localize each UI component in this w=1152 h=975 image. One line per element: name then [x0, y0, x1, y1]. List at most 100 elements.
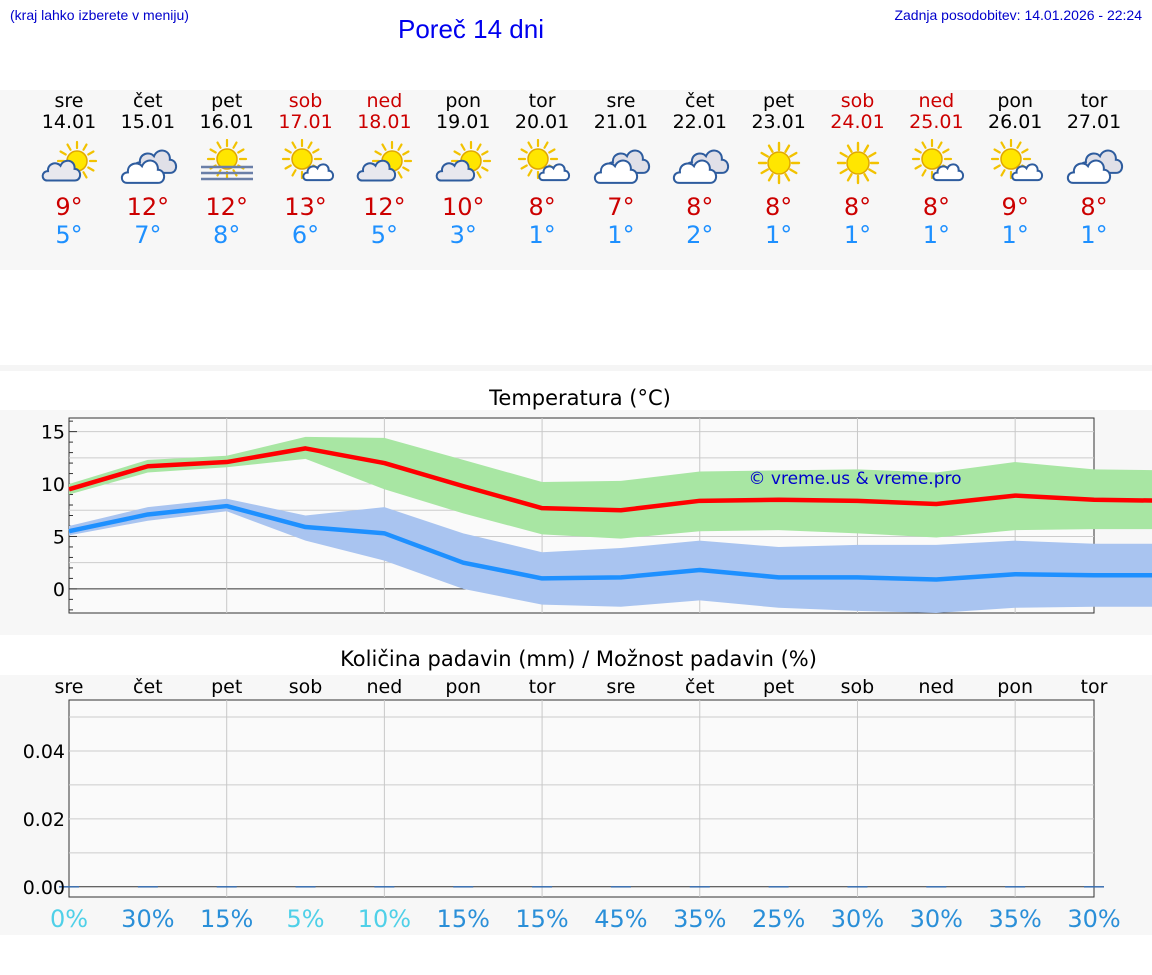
- forecast-max-temp: 10°: [441, 193, 485, 221]
- precip-bar: [532, 886, 553, 888]
- y-tick-label: 0.02: [23, 809, 65, 831]
- forecast-min-temp: 1°: [528, 221, 556, 249]
- forecast-date: 17.01: [278, 111, 333, 133]
- forecast-weekday: pon: [445, 90, 482, 112]
- forecast-max-temp: 12°: [363, 193, 406, 221]
- forecast-max-temp: 9°: [55, 193, 83, 221]
- forecast-min-temp: 1°: [922, 221, 950, 249]
- min-temp-line: [68, 503, 1152, 582]
- forecast-min-temp: 6°: [291, 221, 320, 249]
- forecast-date: 16.01: [199, 111, 254, 133]
- forecast-date: 15.01: [120, 111, 176, 133]
- forecast-min-temp: 1°: [607, 221, 635, 249]
- precip-bar: [689, 886, 710, 888]
- cloudy-icon: [120, 149, 177, 184]
- precip-bar: [926, 886, 947, 888]
- forecast-date: 25.01: [909, 111, 964, 133]
- forecast-day: pon 26.01 9° 1°: [975, 90, 1055, 249]
- forecast-date: 22.01: [672, 111, 727, 133]
- precip-bar: [610, 886, 631, 888]
- x-tick-label: pet: [211, 676, 242, 698]
- forecast-weekday: sre: [606, 90, 636, 112]
- forecast-date: 26.01: [987, 111, 1043, 133]
- partly-cloudy-icon: [41, 140, 98, 182]
- temperature-chart-title: Temperatura (°C): [489, 386, 671, 410]
- precip-probability-label: 10%: [358, 905, 411, 933]
- forecast-day: sob 24.01 8° 1°: [818, 90, 898, 249]
- max-temp-range-band: [69, 436, 1152, 539]
- min-temp-range-band: [69, 498, 1152, 613]
- y-tick-label: 15: [41, 422, 65, 444]
- forecast-max-temp: 8°: [765, 193, 793, 221]
- x-tick-label: čet: [685, 676, 715, 698]
- forecast-weekday: pon: [997, 90, 1034, 112]
- precip-probability-label: 15%: [437, 905, 490, 933]
- forecast-max-temp: 12°: [205, 193, 248, 221]
- precip-bar: [295, 886, 316, 888]
- forecast-date: 24.01: [830, 111, 885, 133]
- x-tick-label: sre: [606, 676, 635, 698]
- forecast-max-temp: 8°: [922, 193, 950, 221]
- x-tick-label: tor: [1081, 676, 1108, 698]
- forecast-weekday: tor: [528, 90, 556, 112]
- location-hint: (kraj lahko izberete v meniju): [10, 7, 189, 23]
- precip-probability-label: 5%: [286, 905, 324, 933]
- forecast-weekday: pet: [763, 90, 795, 112]
- precip-bar: [137, 886, 158, 888]
- mostly-sunny-icon: [991, 139, 1044, 182]
- forecast-weekday: čet: [685, 90, 715, 112]
- forecast-panel: sre 14.01 9° 5° čet 15.01 12° 7° pet 16.01 12° 8° so…: [0, 90, 1152, 270]
- precip-bar: [374, 886, 395, 888]
- forecast-min-temp: 1°: [1001, 221, 1029, 249]
- precip-bar: [1084, 886, 1104, 888]
- forecast-date: 21.01: [593, 111, 649, 133]
- page-title: Poreč 14 dni: [398, 14, 544, 44]
- forecast-max-temp: 8°: [686, 193, 714, 221]
- y-tick-label: 0.00: [23, 877, 65, 899]
- forecast-weekday: ned: [918, 90, 955, 112]
- precip-probability-label: 15%: [200, 905, 253, 933]
- x-tick-label: tor: [529, 676, 556, 698]
- precipitation-chart: 0.00 0.02 0.04 sre čet pet sob ned pon tor sre čet p…: [23, 676, 1121, 933]
- watermark: © vreme.us & vreme.pro: [748, 469, 961, 489]
- cloudy-icon: [672, 149, 729, 184]
- mostly-sunny-icon: [912, 139, 965, 182]
- precip-bar: [1005, 886, 1026, 888]
- precip-bar: [216, 886, 237, 888]
- cloudy-icon: [1066, 149, 1124, 184]
- x-tick-label: čet: [133, 676, 163, 698]
- x-tick-label: pon: [997, 676, 1033, 698]
- forecast-date: 14.01: [41, 111, 97, 133]
- precip-probability-label: 35%: [988, 905, 1041, 933]
- forecast-weekday: tor: [1080, 90, 1108, 112]
- forecast-min-temp: 2°: [686, 221, 714, 249]
- forecast-date: 27.01: [1066, 111, 1122, 133]
- forecast-min-temp: 3°: [449, 221, 477, 249]
- precip-probability-label: 35%: [673, 905, 726, 933]
- precip-probability-label: 30%: [910, 905, 963, 933]
- section-divider: [0, 365, 1152, 371]
- forecast-date: 23.01: [751, 111, 806, 133]
- partly-cloudy-icon: [435, 140, 492, 182]
- mostly-sunny-icon: [517, 139, 571, 182]
- forecast-weekday: ned: [366, 90, 403, 112]
- forecast-min-temp: 1°: [765, 221, 793, 249]
- forecast-weekday: sob: [288, 90, 323, 112]
- forecast-max-temp: 9°: [1001, 193, 1029, 221]
- temperature-chart: 0 5 10 15 © vreme.us & vreme.pro: [41, 417, 1152, 614]
- precipitation-chart-title: Količina padavin (mm) / Možnost padavin …: [340, 647, 817, 671]
- forecast-day: pon 19.01 10° 3°: [423, 90, 503, 249]
- forecast-day: sre 14.01 9° 5°: [29, 90, 109, 249]
- sunny-icon: [757, 141, 800, 185]
- forecast-date: 19.01: [436, 111, 491, 133]
- precip-probability-label: 0%: [50, 905, 88, 933]
- forecast-day: ned 18.01 12° 5°: [344, 90, 424, 249]
- precip-bar: [847, 886, 868, 888]
- forecast-date: 18.01: [357, 111, 412, 133]
- x-tick-label: pet: [763, 676, 794, 698]
- forecast-min-temp: 1°: [843, 221, 872, 249]
- precip-probability-label: 25%: [752, 905, 805, 933]
- forecast-day: čet 15.01 12° 7°: [108, 90, 188, 249]
- precip-bar: [453, 886, 474, 888]
- forecast-min-temp: 5°: [370, 221, 399, 249]
